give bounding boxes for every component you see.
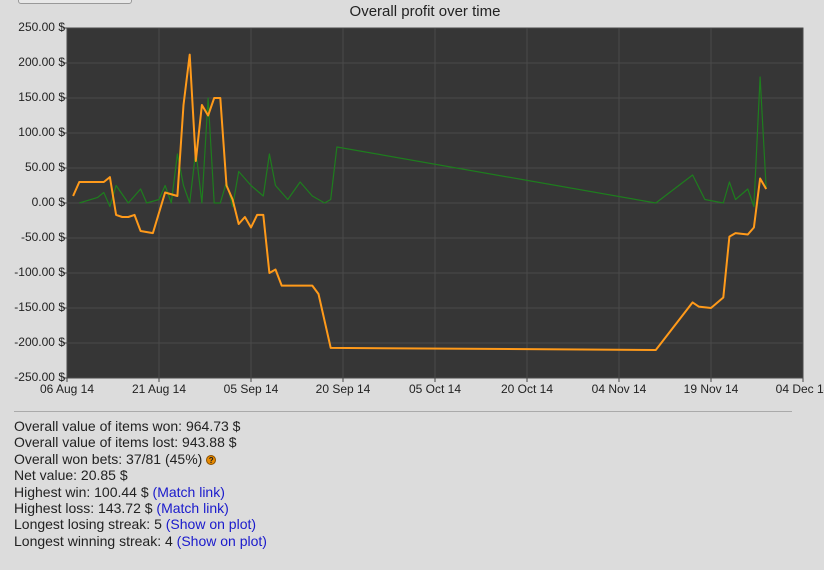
stat-row: Highest loss: 143.72 $ (Match link) (14, 500, 267, 516)
y-tick-label: 100.00 $ (18, 125, 65, 139)
y-tick-label: -50.00 $ (21, 230, 65, 244)
stat-text: Net value: 20.85 $ (14, 467, 128, 484)
x-tick-label: 05 Sep 14 (224, 382, 279, 396)
x-tick-label: 04 Nov 14 (592, 382, 647, 396)
x-tick-label: 19 Nov 14 (684, 382, 739, 396)
link[interactable]: (Show on plot) (165, 516, 257, 533)
stat-text: Overall value of items lost: 943.88 $ (14, 434, 237, 451)
y-tick-label: -150.00 $ (14, 300, 65, 314)
x-tick-label: 04 Dec 14 (776, 382, 824, 396)
y-tick-label: 200.00 $ (18, 55, 65, 69)
button-fragment[interactable] (18, 0, 132, 4)
stat-text: Overall won bets: 37/81 (45%) (14, 450, 203, 467)
link[interactable]: (Show on plot) (176, 532, 267, 549)
stat-row: Overall won bets: 37/81 (45%) ? (14, 451, 267, 467)
stat-text: Longest losing streak: 5 (14, 516, 162, 533)
separator (14, 411, 792, 412)
stats: Overall value of items won: 964.73 $ Over… (14, 418, 267, 549)
stat-row: Highest win: 100.44 $ (Match link) (14, 484, 267, 500)
y-tick-label: -200.00 $ (14, 335, 65, 349)
x-tick-label: 20 Sep 14 (316, 382, 371, 396)
stat-row: Overall value of items won: 964.73 $ (14, 418, 267, 434)
y-tick-label: 50.00 $ (25, 160, 65, 174)
link[interactable]: (Match link) (152, 483, 225, 500)
y-tick-label: -250.00 $ (14, 370, 65, 384)
stat-text: Longest winning streak: 4 (14, 532, 173, 549)
chart-title: Overall profit over time (350, 3, 501, 20)
line (72, 53, 768, 351)
help-icon[interactable]: ? (206, 455, 217, 466)
stat-row: Net value: 20.85 $ (14, 467, 267, 483)
line (79, 76, 767, 208)
x-tick-label: 06 Aug 14 (40, 382, 94, 396)
link[interactable]: (Match link) (156, 500, 229, 517)
stat-text: Highest loss: 143.72 $ (14, 500, 153, 517)
y-tick-label: -100.00 $ (14, 265, 65, 279)
stat-text: Highest win: 100.44 $ (14, 483, 149, 500)
x-tick-label: 05 Oct 14 (409, 382, 461, 396)
x-tick-label: 21 Aug 14 (132, 382, 186, 396)
chart: Overall profit over time 250.00 $ 200.00 … (14, 3, 824, 396)
stat-row: Overall value of items lost: 943.88 $ (14, 434, 267, 450)
stat-text: Overall value of items won: 964.73 $ (14, 418, 241, 434)
y-tick-label: 0.00 $ (32, 195, 66, 209)
x-tick-label: 20 Oct 14 (501, 382, 553, 396)
stat-row: Longest winning streak: 4 (Show on plot) (14, 533, 267, 549)
y-tick-label: 250.00 $ (18, 20, 65, 34)
y-tick-label: 150.00 $ (18, 90, 65, 104)
stat-row: Longest losing streak: 5 (Show on plot) (14, 516, 267, 532)
